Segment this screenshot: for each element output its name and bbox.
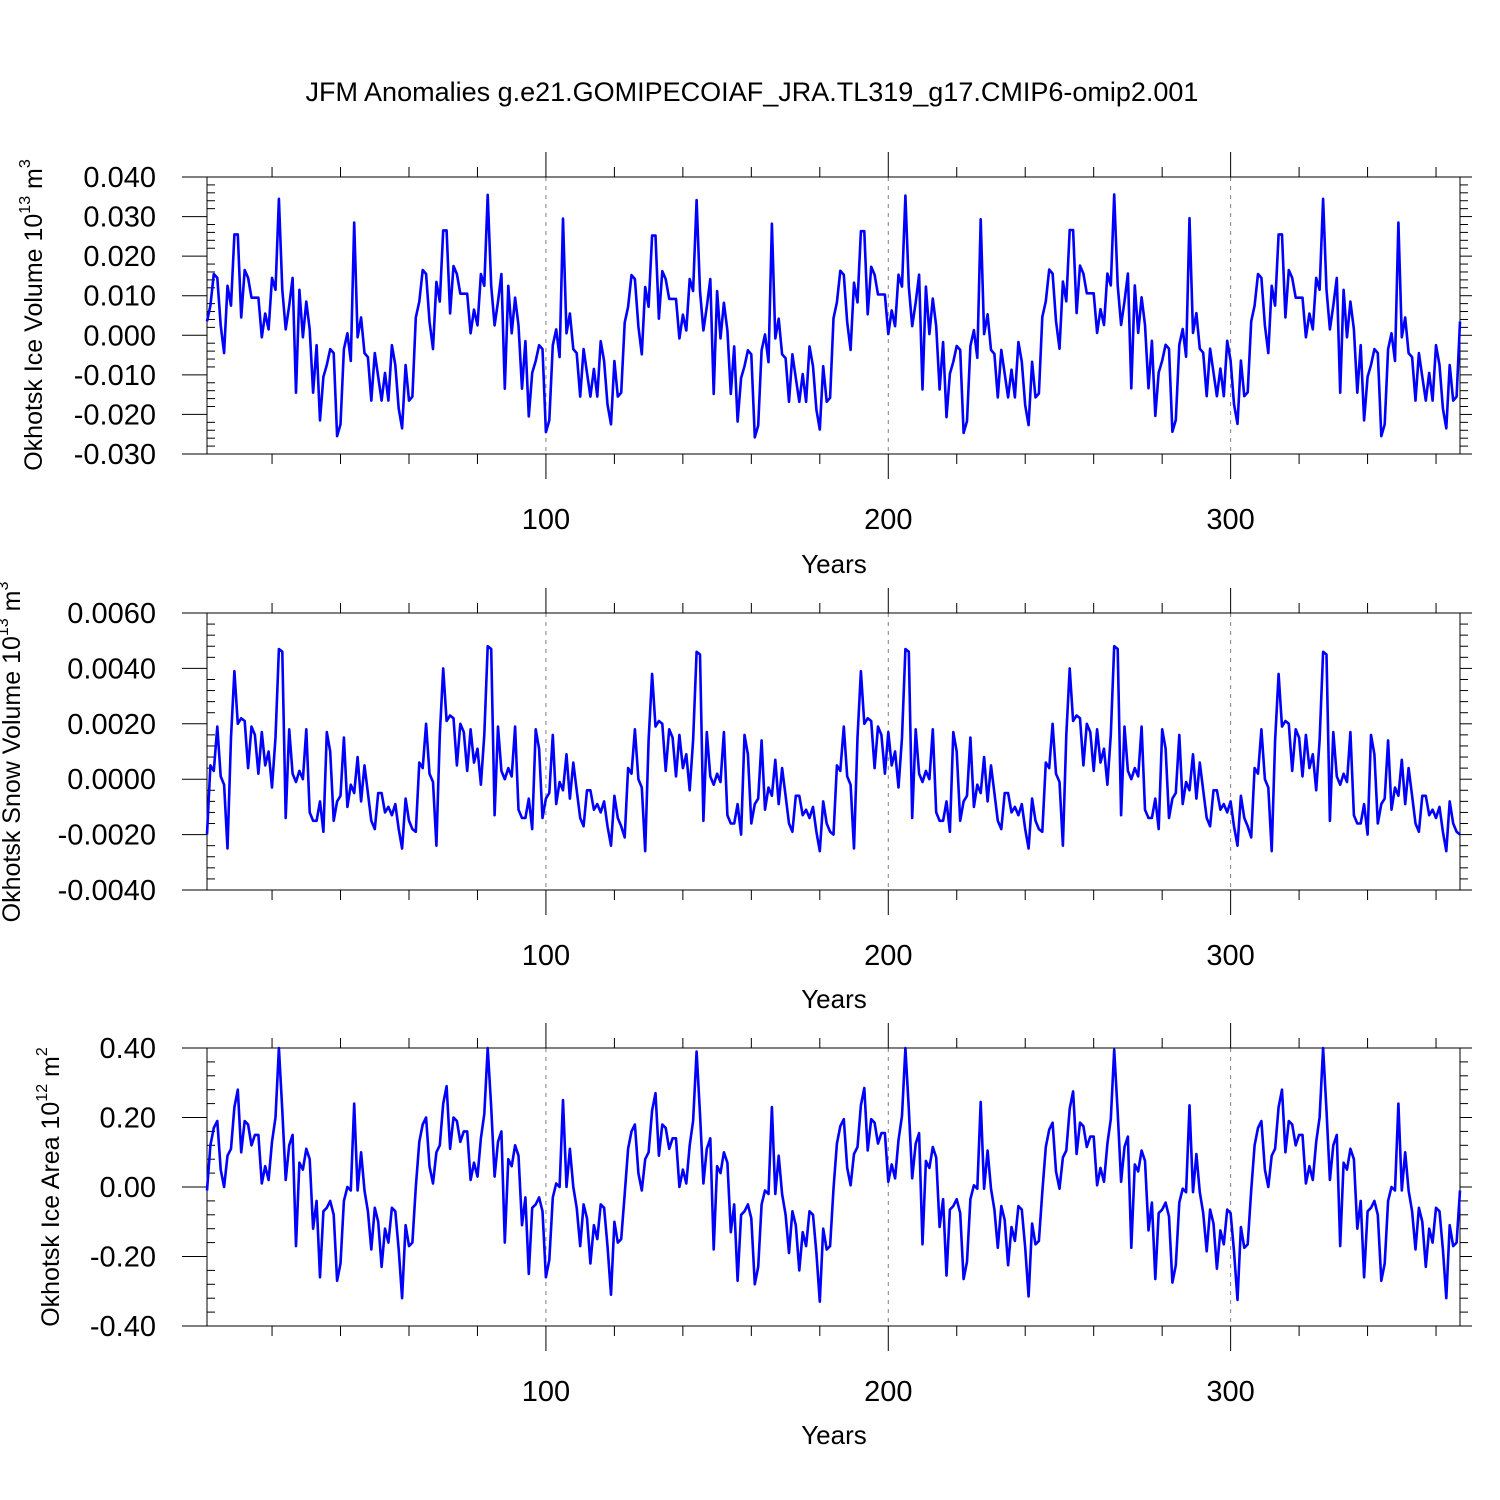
ice-volume-x-tick-label: 300 [1206, 504, 1254, 536]
snow-volume-y-tick-label: -0.0020 [58, 820, 156, 852]
ice-area-x-axis-label: Years [801, 1420, 867, 1450]
ice-volume-y-tick-label: -0.030 [74, 439, 156, 471]
ice-volume-series-line [205, 193, 1462, 439]
figure-title: JFM Anomalies g.e21.GOMIPECOIAF_JRA.TL31… [306, 77, 1199, 107]
ice-area-y-tick-label: 0.40 [100, 1033, 156, 1065]
snow-volume-x-axis-label: Years [801, 984, 867, 1014]
snow-volume-y-tick-label: -0.0040 [58, 875, 156, 907]
ice-volume-y-tick-label: 0.040 [83, 162, 156, 194]
ice-volume-y-tick-label: 0.020 [83, 241, 156, 273]
ice-volume-y-axis-label: Okhotsk Ice Volume 1013 m3 [17, 159, 48, 471]
ice-area-x-tick-label: 300 [1206, 1376, 1254, 1408]
ice-area-series-line [205, 1046, 1462, 1303]
ice-area-y-tick-label: 0.20 [100, 1103, 156, 1135]
ice-area-x-tick-label: 100 [522, 1376, 570, 1408]
snow-volume-panel: Years Okhotsk Snow Volume 1013 m3 0.0060… [0, 582, 1472, 1014]
snow-volume-y-tick-label: 0.0060 [67, 598, 156, 630]
snow-volume-y-tick-label: 0.0020 [67, 709, 156, 741]
snow-volume-x-tick-label: 100 [522, 940, 570, 972]
ice-area-x-tick-label: 200 [864, 1376, 912, 1408]
snow-volume-y-tick-label: 0.0040 [67, 653, 156, 685]
snow-volume-series-line [205, 644, 1461, 853]
ice-volume-y-tick-label: -0.020 [74, 399, 156, 431]
ice-volume-y-tick-label: 0.000 [83, 320, 156, 352]
ice-area-y-tick-label: -0.20 [90, 1242, 156, 1274]
ice-volume-y-tick-label: 0.010 [83, 281, 156, 313]
ice-area-panel: Years Okhotsk Ice Area 1012 m2 0.40 0.20 0… [34, 1023, 1472, 1450]
ice-volume-y-tick-label: 0.030 [83, 202, 156, 234]
snow-volume-y-axis-label: Okhotsk Snow Volume 1013 m3 [0, 582, 26, 923]
ice-volume-x-axis-label: Years [801, 549, 867, 579]
ice-volume-panel: Years Okhotsk Ice Volume 1013 m3 0.040 0.… [17, 152, 1472, 579]
ice-volume-x-tick-label: 200 [864, 504, 912, 536]
snow-volume-x-tick-label: 300 [1206, 940, 1254, 972]
snow-volume-x-tick-label: 200 [864, 940, 912, 972]
ice-volume-x-tick-label: 100 [522, 504, 570, 536]
snow-volume-y-tick-label: 0.0000 [67, 764, 156, 796]
ice-area-y-tick-label: -0.40 [90, 1311, 156, 1343]
ice-volume-y-tick-label: -0.010 [74, 360, 156, 392]
ice-area-y-tick-label: 0.00 [100, 1172, 156, 1204]
ice-area-y-axis-label: Okhotsk Ice Area 1012 m2 [34, 1047, 65, 1327]
